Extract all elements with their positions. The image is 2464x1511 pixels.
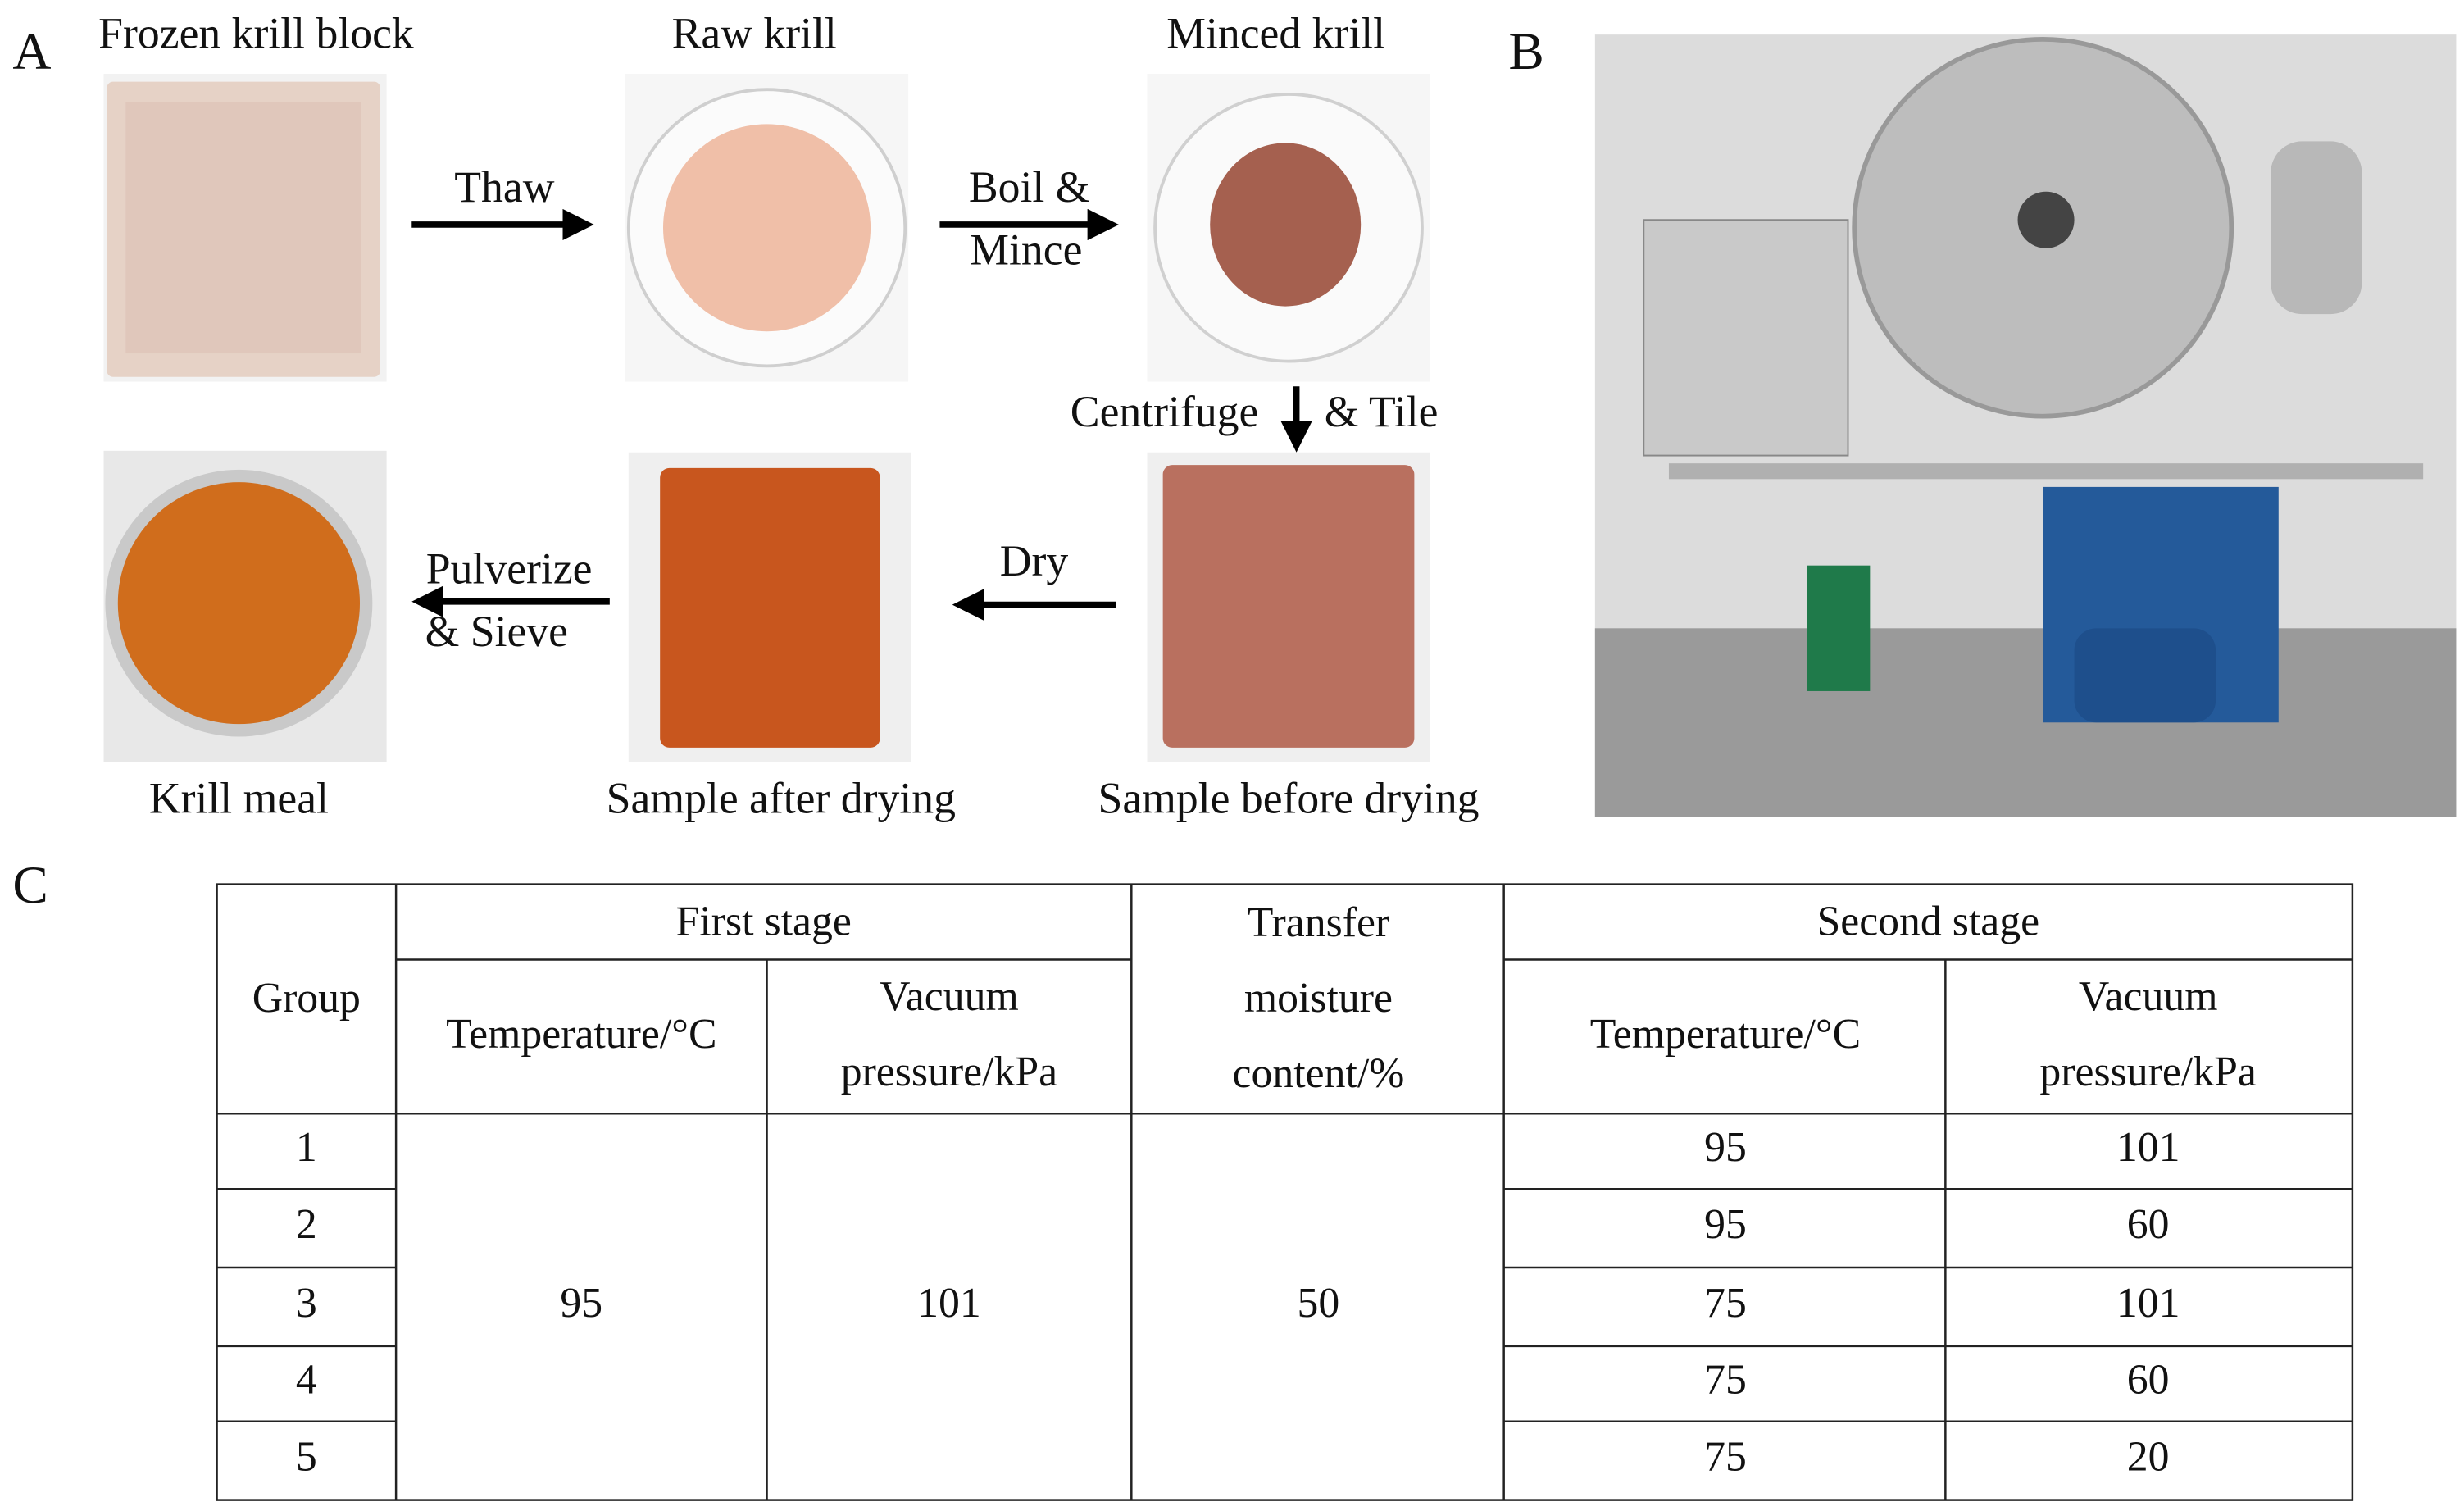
table-cell: 60 <box>2127 1201 2170 1248</box>
caption: Raw krill <box>672 8 837 57</box>
table-cell: 75 <box>1704 1357 1747 1404</box>
panel-label: B <box>1508 22 1543 81</box>
table-cell: 20 <box>2127 1434 2170 1481</box>
table-cell: 4 <box>296 1357 317 1404</box>
header-cell: First stage <box>676 898 852 944</box>
panel-label: C <box>12 856 48 915</box>
header-cell: Second stage <box>1816 898 2039 944</box>
header-cell: Vacuum <box>880 973 1019 1020</box>
arrow-label: Boil & <box>969 162 1090 212</box>
table-cell: 75 <box>1704 1280 1747 1327</box>
panel-label: A <box>12 22 51 81</box>
table-cell: 60 <box>2127 1357 2170 1404</box>
arrow-label: Thaw <box>454 162 554 212</box>
table-grid <box>216 883 2354 1501</box>
photo-minced-krill <box>1147 74 1430 382</box>
header-cell: pressure/kPa <box>841 1049 1057 1095</box>
header-cell: moisture <box>1244 975 1393 1022</box>
table-cell: 75 <box>1704 1434 1747 1481</box>
photo-raw-krill <box>625 74 909 382</box>
arrow-label: & Tile <box>1325 387 1439 436</box>
arrow-label: Centrifuge <box>1071 387 1259 436</box>
table-cell: 3 <box>296 1280 317 1327</box>
table-cell: 95 <box>560 1280 602 1327</box>
arrow-label: Pulverize <box>426 544 593 594</box>
header-cell: pressure/kPa <box>2039 1049 2256 1095</box>
caption: Krill meal <box>149 773 329 822</box>
header-cell: Temperature/°C <box>446 1011 716 1058</box>
photo-dryer <box>1594 34 2457 817</box>
table-cell: 101 <box>2116 1280 2180 1327</box>
table-cell: 50 <box>1298 1280 1340 1327</box>
photo-after-drying <box>628 452 911 762</box>
photo-krill-meal <box>103 450 387 762</box>
caption: Sample before drying <box>1098 773 1479 822</box>
header-cell: Temperature/°C <box>1590 1011 1861 1058</box>
header-cell: Vacuum <box>2079 973 2218 1020</box>
table-cell: 95 <box>1704 1124 1747 1171</box>
arrow-label: Dry <box>1000 536 1069 585</box>
table-cell: 101 <box>917 1280 981 1327</box>
caption: Sample after drying <box>607 773 956 822</box>
arrow-label: & Sieve <box>425 607 568 656</box>
header-cell: Transfer <box>1248 899 1389 946</box>
photo-frozen-block <box>103 74 387 382</box>
caption: Frozen krill block <box>98 8 414 57</box>
table-cell: 95 <box>1704 1201 1747 1248</box>
header-cell: content/% <box>1233 1050 1405 1097</box>
table-cell: 5 <box>296 1434 317 1481</box>
arrow-label: Mince <box>970 225 1082 275</box>
table-cell: 2 <box>296 1201 317 1248</box>
photo-before-drying <box>1147 452 1430 762</box>
caption: Minced krill <box>1166 8 1385 57</box>
table-cell: 101 <box>2116 1124 2180 1171</box>
table-cell: 1 <box>296 1124 317 1171</box>
header-cell: Group <box>252 975 361 1022</box>
